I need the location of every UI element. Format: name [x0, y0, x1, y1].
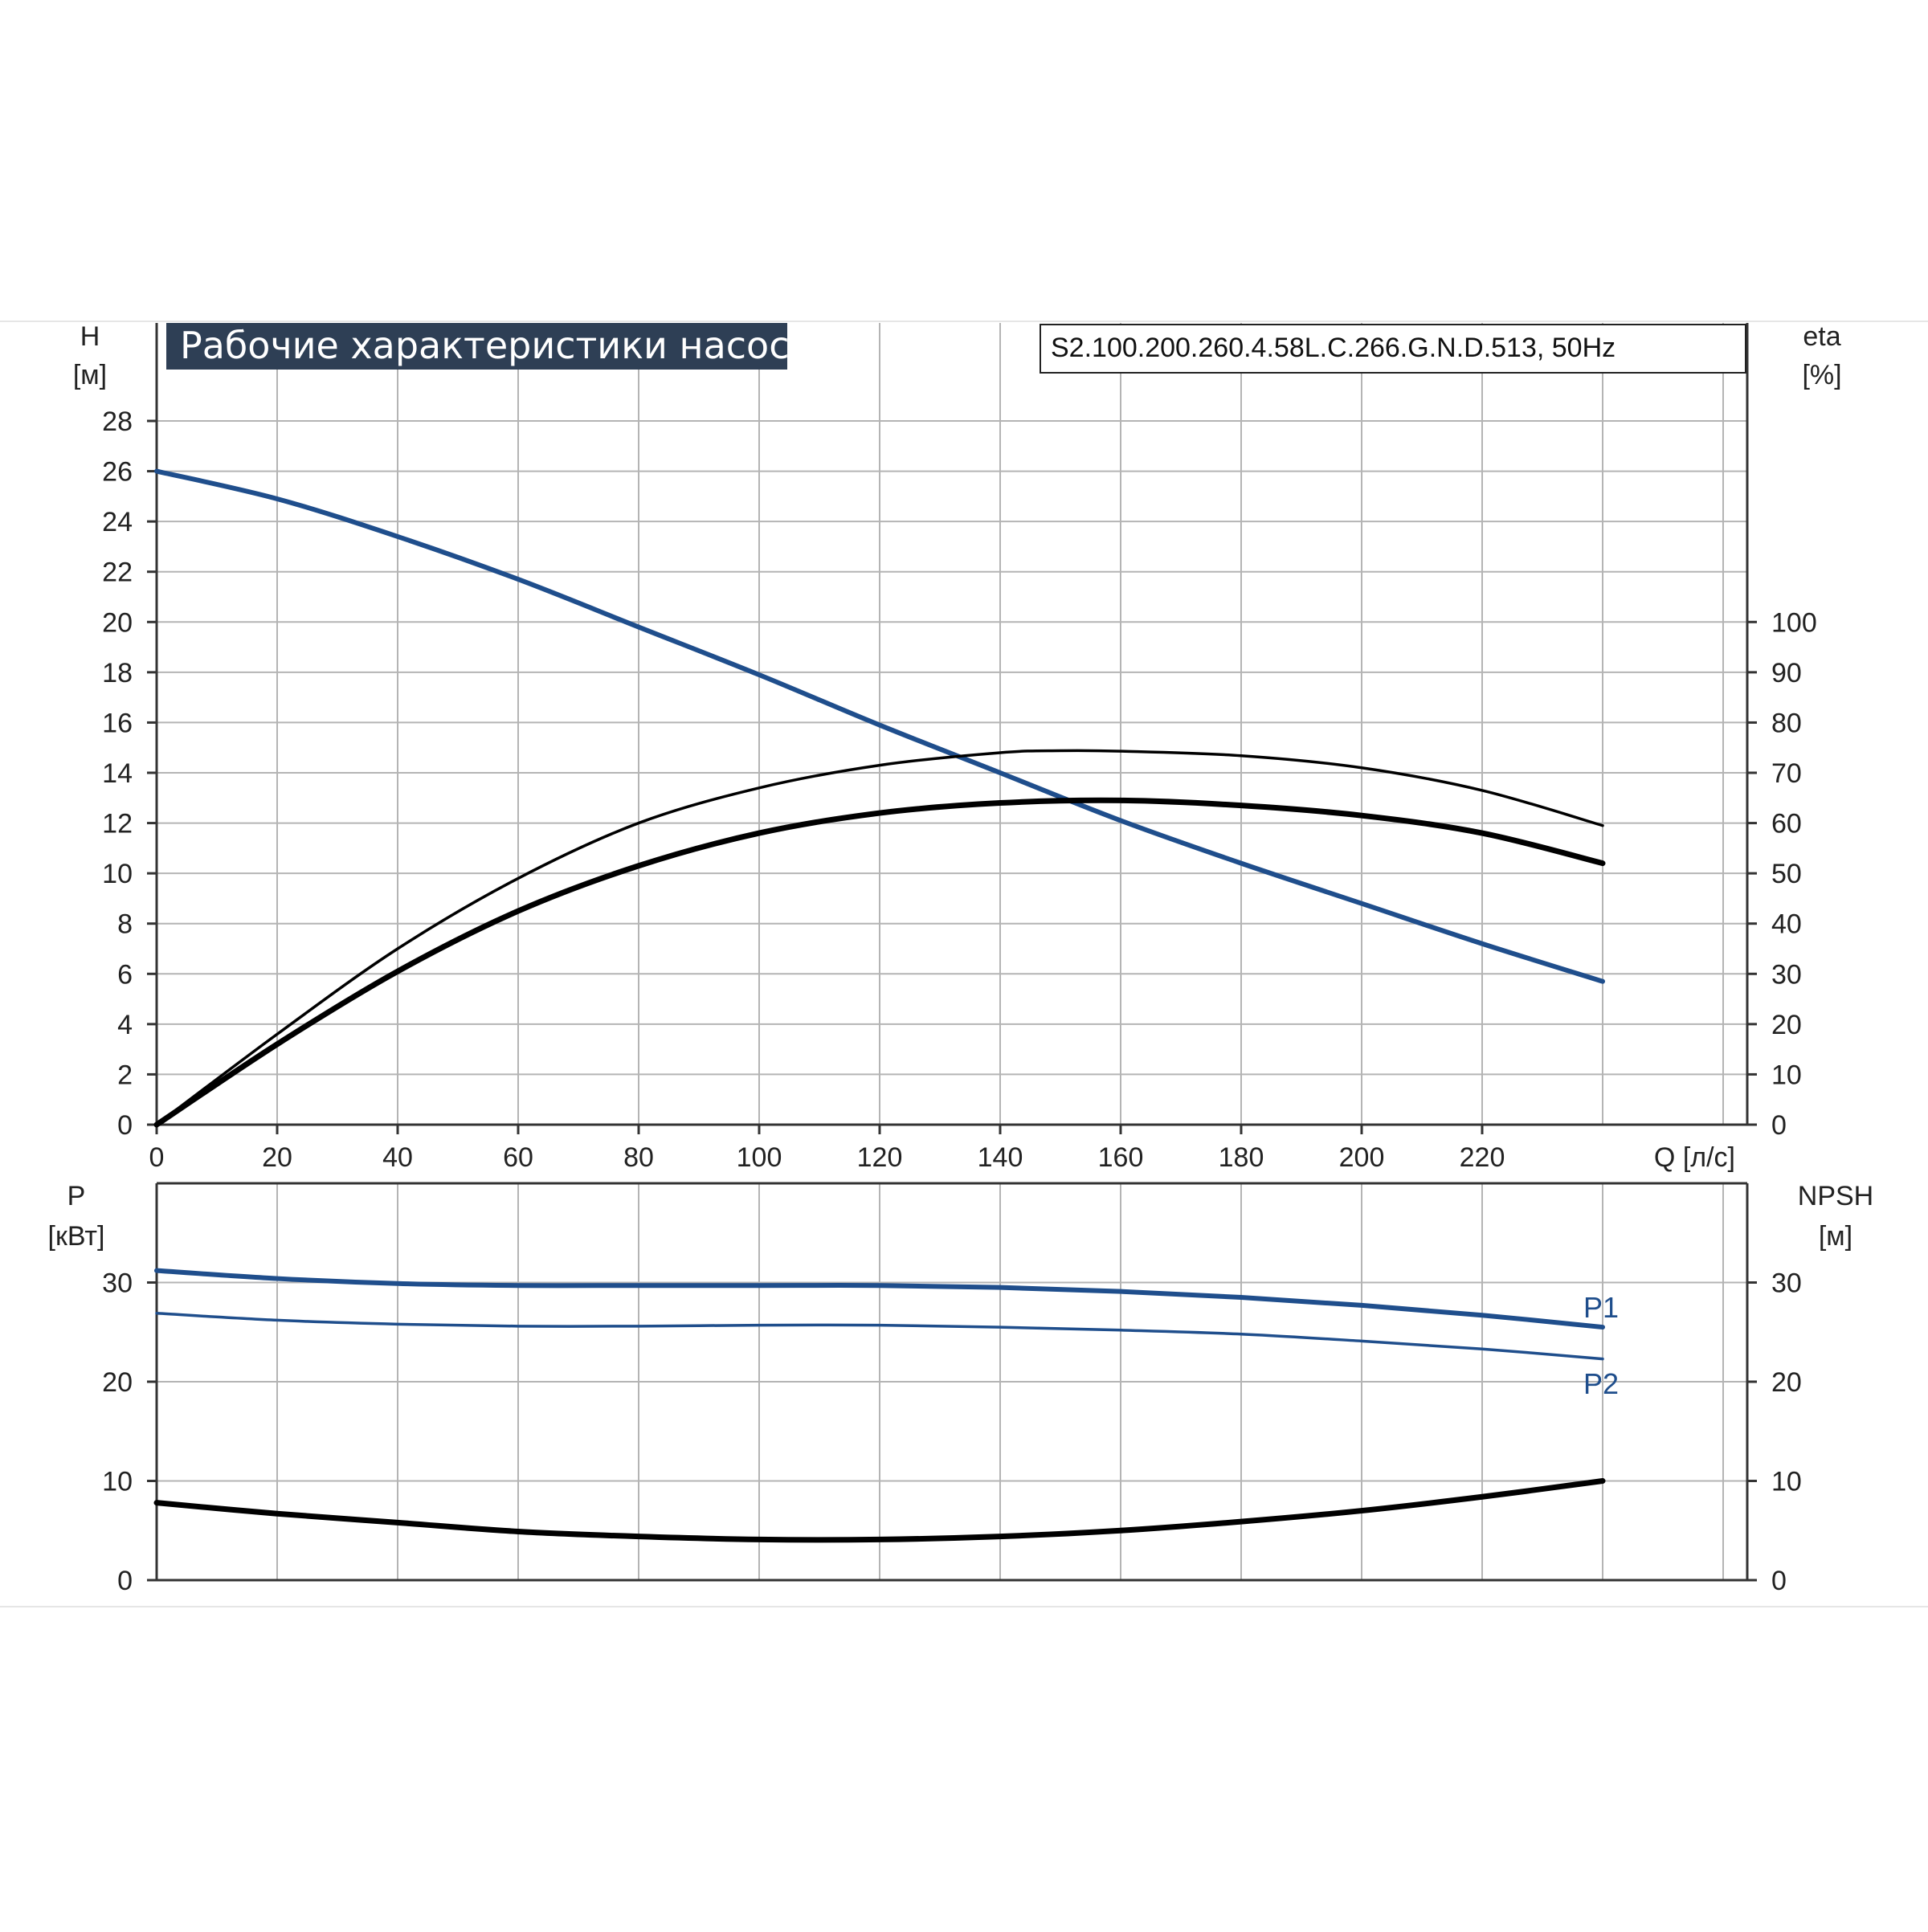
flow-tick-label: 120: [857, 1142, 903, 1173]
head-tick-label: 10: [102, 859, 133, 889]
head-tick-label: 14: [102, 758, 133, 789]
efficiency-tick-label: 30: [1771, 959, 1802, 990]
p1-curve: [154, 1268, 1605, 1330]
npsh-tick-label: 30: [1771, 1268, 1802, 1299]
power-tick-label: 30: [102, 1268, 133, 1299]
flow-tick-label: 40: [382, 1142, 413, 1173]
power-tick-label: 10: [102, 1467, 133, 1497]
head-tick-label: 4: [117, 1010, 133, 1040]
npsh-axis-label: NPSH: [1798, 1181, 1873, 1211]
flow-tick-label: 200: [1339, 1142, 1385, 1173]
npsh-tick-label: 10: [1771, 1467, 1802, 1497]
power-axis-label: P: [67, 1181, 86, 1211]
efficiency-axis-unit: [%]: [1802, 360, 1841, 390]
flow-tick-label: 100: [737, 1142, 782, 1173]
npsh-tick-label: 20: [1771, 1367, 1802, 1398]
flow-tick-label: 160: [1098, 1142, 1144, 1173]
efficiency-tick-label: 90: [1771, 658, 1802, 688]
top-panel-grid: [157, 323, 1747, 1125]
efficiency-tick-label: 50: [1771, 859, 1802, 889]
top-panel-curves: [153, 468, 1606, 1128]
efficiency-curve-thick: [153, 797, 1606, 1128]
head-axis-label: H: [80, 321, 100, 352]
head-tick-label: 20: [102, 607, 133, 638]
efficiency-tick-label: 40: [1771, 909, 1802, 940]
bottom-panel-curves: [153, 1268, 1606, 1543]
power-axis-unit: [кВт]: [48, 1221, 105, 1252]
head-tick-label: 16: [102, 708, 133, 738]
head-tick-label: 8: [117, 909, 133, 940]
head-tick-label: 0: [117, 1110, 133, 1141]
head-axis-unit: [м]: [73, 360, 107, 390]
npsh-axis-unit: [м]: [1819, 1221, 1852, 1252]
head-tick-label: 6: [117, 959, 133, 990]
head-tick-label: 22: [102, 558, 133, 588]
bottom-panel-axes: 0 10 20 30 0 10 20 30: [102, 1182, 1802, 1596]
flow-tick-label: 180: [1219, 1142, 1264, 1173]
p2-curve: [155, 1312, 1604, 1361]
title-box: [166, 323, 787, 370]
efficiency-tick-label: 20: [1771, 1010, 1802, 1040]
head-tick-label: 26: [102, 457, 133, 488]
flow-tick-label: 60: [503, 1142, 533, 1173]
power-tick-label: 20: [102, 1367, 133, 1398]
head-tick-label: 28: [102, 406, 133, 437]
p2-curve-label: P2: [1583, 1367, 1619, 1400]
head-tick-label: 12: [102, 809, 133, 839]
efficiency-tick-label: 0: [1771, 1110, 1787, 1141]
head-tick-label: 24: [102, 507, 133, 537]
npsh-curve: [153, 1478, 1606, 1543]
p1-curve-label: P1: [1583, 1291, 1619, 1324]
power-tick-label: 0: [117, 1566, 133, 1596]
efficiency-axis-label: eta: [1803, 321, 1840, 352]
efficiency-tick-label: 70: [1771, 758, 1802, 789]
flow-tick-label: 220: [1460, 1142, 1505, 1173]
efficiency-tick-label: 100: [1771, 607, 1817, 638]
model-box: [1040, 324, 1746, 374]
efficiency-tick-label: 60: [1771, 809, 1802, 839]
chart-title: Рабочие характеристики насоса: [180, 324, 812, 367]
head-curve: [154, 468, 1605, 984]
efficiency-tick-label: 80: [1771, 708, 1802, 738]
flow-tick-label: 140: [978, 1142, 1023, 1173]
head-tick-label: 2: [117, 1060, 133, 1090]
npsh-tick-label: 0: [1771, 1566, 1787, 1596]
flow-tick-label: 80: [623, 1142, 654, 1173]
head-tick-label: 18: [102, 658, 133, 688]
pump-model-label: S2.100.200.260.4.58L.C.266.G.N.D.513, 50…: [1051, 333, 1616, 363]
top-panel-axes: 0246810121416182022242628010203040506070…: [102, 323, 1817, 1173]
efficiency-tick-label: 10: [1771, 1060, 1802, 1090]
flow-tick-label: 20: [262, 1142, 292, 1173]
efficiency-curve-thin: [155, 749, 1604, 1126]
flow-tick-label: 0: [149, 1142, 165, 1173]
flow-axis-label: Q [л/с]: [1654, 1142, 1735, 1173]
